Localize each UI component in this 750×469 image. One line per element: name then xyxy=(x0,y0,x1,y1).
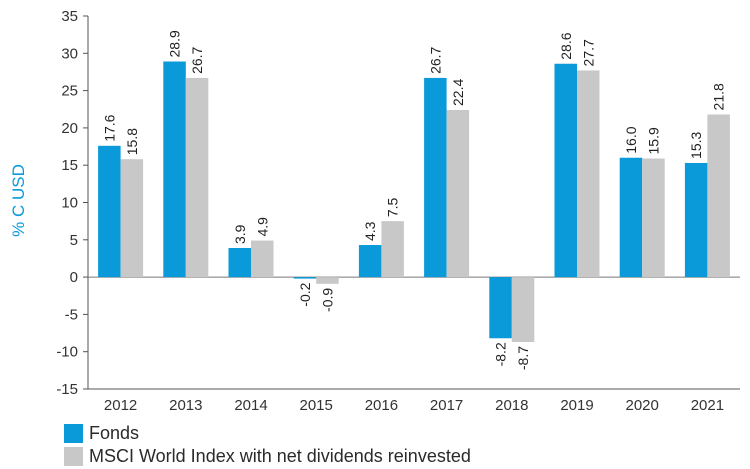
data-label: 22.4 xyxy=(450,79,466,106)
y-tick-label: 20 xyxy=(61,120,78,137)
bar xyxy=(251,240,274,278)
data-label: 7.5 xyxy=(385,197,401,217)
y-tick-label: -15 xyxy=(56,381,78,398)
bar xyxy=(577,70,600,278)
x-tick-label: 2019 xyxy=(560,397,593,414)
y-tick-label: -5 xyxy=(65,306,78,323)
y-tick-label: 10 xyxy=(61,195,78,212)
data-label: -0.2 xyxy=(297,282,313,306)
x-tick-label: 2021 xyxy=(691,397,724,414)
y-tick-label: 35 xyxy=(61,8,78,25)
x-tick-label: 2015 xyxy=(300,397,333,414)
data-label: 4.3 xyxy=(362,221,378,241)
y-tick-label: -10 xyxy=(56,344,78,361)
data-label: 27.7 xyxy=(580,39,596,66)
bar xyxy=(98,145,121,278)
bar xyxy=(707,114,730,278)
y-tick-label: 5 xyxy=(70,232,78,249)
bar xyxy=(358,245,382,278)
bar xyxy=(511,277,535,343)
bar xyxy=(293,277,317,279)
data-label: 21.8 xyxy=(711,83,727,110)
bar xyxy=(228,248,251,278)
data-label: 26.7 xyxy=(189,46,205,73)
data-label: -8.7 xyxy=(515,346,531,370)
bar xyxy=(163,61,186,278)
bar xyxy=(642,158,665,278)
bar xyxy=(489,277,512,339)
x-tick-label: 2013 xyxy=(169,397,202,414)
legend: Fonds MSCI World Index with net dividend… xyxy=(64,422,471,468)
x-tick-label: 2014 xyxy=(234,397,267,414)
x-tick-label: 2018 xyxy=(495,397,528,414)
data-label: 26.7 xyxy=(427,46,443,73)
y-tick-label: 30 xyxy=(61,45,78,62)
data-label: -0.9 xyxy=(319,288,335,312)
x-tick-label: 2020 xyxy=(626,397,659,414)
data-label: -8.2 xyxy=(493,342,509,366)
bar xyxy=(316,277,339,284)
bar xyxy=(619,157,643,278)
bar xyxy=(120,159,144,278)
bar xyxy=(684,162,708,278)
bar xyxy=(554,63,577,278)
bar xyxy=(424,77,447,278)
legend-label-fonds: Fonds xyxy=(89,423,140,443)
data-label: 15.8 xyxy=(124,128,140,155)
legend-item-msci: MSCI World Index with net dividends rein… xyxy=(64,445,471,468)
data-label: 28.6 xyxy=(558,32,574,59)
data-label: 16.0 xyxy=(623,126,639,153)
bar xyxy=(381,221,404,278)
x-tick-label: 2012 xyxy=(104,397,137,414)
y-tick-label: 0 xyxy=(70,269,78,286)
legend-swatch-fonds xyxy=(64,424,83,443)
data-label: 15.9 xyxy=(645,127,661,154)
legend-item-fonds: Fonds xyxy=(64,422,471,445)
data-label: 4.9 xyxy=(254,217,270,237)
y-tick-label: 15 xyxy=(61,157,78,174)
data-label: 3.9 xyxy=(232,224,248,244)
legend-swatch-msci xyxy=(64,447,83,466)
y-tick-label: 25 xyxy=(61,83,78,100)
legend-label-msci: MSCI World Index with net dividends rein… xyxy=(89,446,471,466)
y-axis-label: % C USD xyxy=(9,164,28,237)
bar xyxy=(446,109,470,278)
bar xyxy=(185,77,209,278)
data-label: 15.3 xyxy=(688,132,704,159)
data-label: 17.6 xyxy=(101,114,117,141)
x-tick-label: 2016 xyxy=(365,397,398,414)
x-tick-label: 2017 xyxy=(430,397,463,414)
data-label: 28.9 xyxy=(167,30,183,57)
